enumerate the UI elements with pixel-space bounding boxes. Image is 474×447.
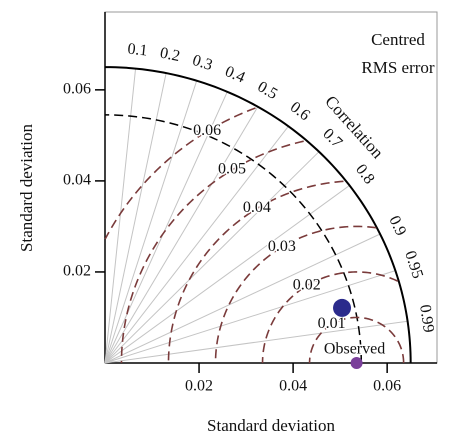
correlation-line — [104, 233, 381, 364]
correlation-label: 0.6 — [287, 99, 313, 125]
correlation-label: 0.99 — [416, 304, 437, 334]
rms-circle — [261, 271, 399, 364]
correlation-line — [104, 320, 408, 364]
correlation-line — [104, 80, 198, 364]
correlation-label: 0.3 — [190, 52, 214, 74]
x-axis-label: Standard deviation — [207, 416, 335, 435]
rms-title: RMS error — [361, 58, 435, 77]
correlation-label: 0.7 — [319, 125, 345, 151]
y-tick-label: 0.04 — [63, 172, 91, 189]
rms-circle — [104, 107, 256, 240]
rms-circle — [167, 180, 344, 364]
y-axis-label: Standard deviation — [17, 124, 36, 252]
correlation-line — [104, 151, 320, 364]
y-tick-label: 0.06 — [63, 81, 91, 98]
y-tick-label: 0.02 — [63, 263, 91, 280]
correlation-line — [104, 270, 396, 364]
x-tick-label: 0.06 — [373, 378, 401, 395]
rms-title: Centred — [371, 30, 425, 49]
correlation-label: 0.4 — [222, 63, 247, 87]
rms-label: 0.04 — [243, 199, 271, 216]
correlation-label: 0.2 — [158, 45, 181, 66]
rms-circle — [308, 316, 405, 364]
model-point — [333, 298, 352, 317]
correlation-label: 0.1 — [127, 41, 149, 60]
rms-label: 0.01 — [318, 315, 346, 332]
rms-label: 0.02 — [293, 276, 321, 293]
correlation-line — [104, 72, 167, 364]
std-arc — [104, 114, 363, 364]
correlation-label: 0.8 — [352, 161, 378, 187]
x-tick-label: 0.04 — [279, 378, 307, 395]
observed-point — [350, 357, 363, 369]
std-max-arc — [104, 66, 412, 364]
observed-label: Observed — [324, 341, 385, 358]
correlation-line — [104, 68, 137, 364]
rms-label: 0.03 — [268, 238, 296, 255]
correlation-line — [104, 185, 350, 364]
rms-circle — [120, 140, 304, 364]
correlation-line — [104, 125, 289, 364]
correlation-label: 0.9 — [385, 213, 409, 238]
rms-label: 0.06 — [193, 122, 221, 139]
rms-circle — [214, 225, 377, 364]
correlation-line — [104, 91, 228, 364]
x-tick-label: 0.02 — [185, 378, 213, 395]
correlation-label: 0.5 — [255, 78, 281, 103]
correlation-label: 0.95 — [401, 249, 426, 281]
correlation-line — [104, 106, 259, 364]
rms-label: 0.05 — [218, 161, 246, 178]
